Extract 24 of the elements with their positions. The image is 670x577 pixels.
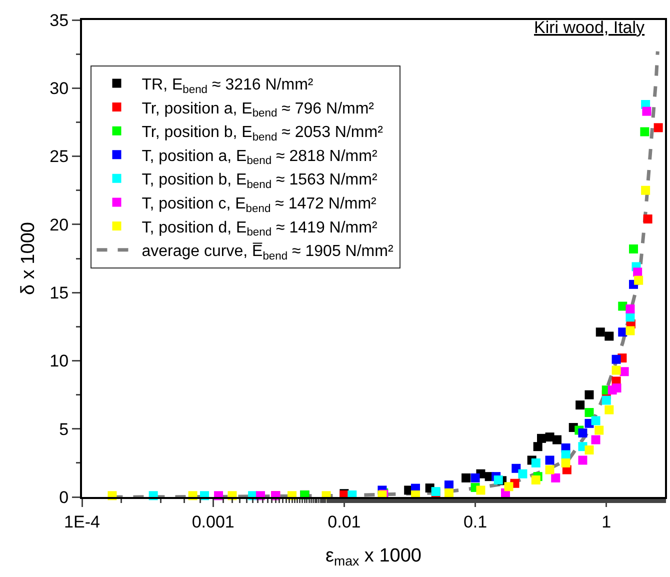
y-tick-label: 10 <box>50 352 69 371</box>
legend-label: TR, E$_{bend}$ ≈ 3216 N/mm² <box>142 76 314 96</box>
x-tick-label: 0.1 <box>463 512 488 532</box>
x-tick-label: 1 <box>602 512 612 532</box>
y-tick-label: 15 <box>50 284 69 303</box>
x-tick-label: 1E-4 <box>64 512 100 532</box>
x-tick-label: 0.001 <box>192 512 234 532</box>
legend-label: T, position d, E$_{bend}$ ≈ 1419 N/mm² <box>142 219 378 239</box>
legend-label: T, position c, E$_{bend}$ ≈ 1472 N/mm² <box>142 195 378 215</box>
legend-label: Tr, position a, E$_{bend}$ ≈ 796 N/mm² <box>142 100 375 120</box>
chart-title: Kiri wood, Italy <box>534 18 646 37</box>
y-tick-label: 20 <box>50 215 69 234</box>
y-tick-label: 30 <box>50 79 69 98</box>
y-tick-label: 5 <box>59 420 69 439</box>
x-tick-label: 0.01 <box>328 512 361 532</box>
legend-label: Tr, position b, E$_{bend}$ ≈ 2053 N/mm² <box>142 124 384 144</box>
y-tick-label: 35 <box>50 10 69 30</box>
legend-label: average curve, E̅$_{bend}$ ≈ 1905 N/mm² <box>142 242 394 262</box>
x-axis-title: ε$_{max}$ x 1000 <box>326 546 422 569</box>
legend-label: T, position b, E$_{bend}$ ≈ 1563 N/mm² <box>142 172 378 192</box>
y-tick-label: 25 <box>50 147 69 166</box>
y-tick-label: 0 <box>59 488 69 507</box>
legend-label: T, position a, E$_{bend}$ ≈ 2818 N/mm² <box>142 148 378 168</box>
y-axis-title: δ x 1000 <box>18 222 40 295</box>
